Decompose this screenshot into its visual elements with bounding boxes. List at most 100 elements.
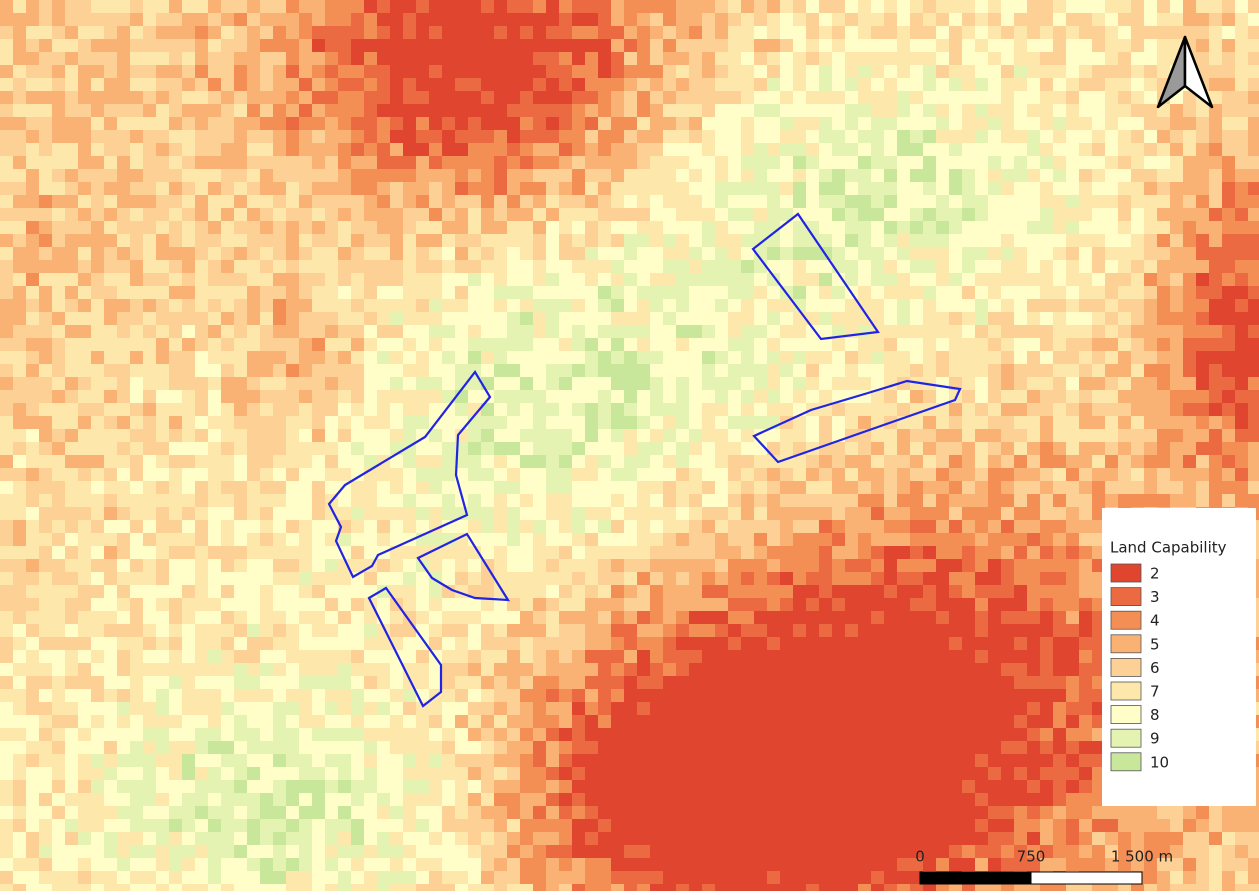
raster-cell (364, 442, 377, 455)
raster-cell (806, 299, 819, 312)
raster-cell (637, 247, 650, 260)
raster-cell (234, 208, 247, 221)
raster-cell (884, 65, 897, 78)
raster-cell (546, 312, 559, 325)
raster-cell (689, 195, 702, 208)
raster-cell (793, 169, 806, 182)
raster-cell (143, 494, 156, 507)
raster-cell (169, 559, 182, 572)
raster-cell (1183, 299, 1196, 312)
raster-cell (364, 260, 377, 273)
raster-cell (390, 494, 403, 507)
raster-cell (975, 260, 988, 273)
raster-cell (702, 299, 715, 312)
raster-cell (962, 377, 975, 390)
raster-cell (845, 13, 858, 26)
raster-cell (299, 468, 312, 481)
raster-cell (377, 338, 390, 351)
raster-cell (702, 546, 715, 559)
raster-cell (403, 195, 416, 208)
raster-cell (364, 273, 377, 286)
raster-cell (494, 130, 507, 143)
raster-cell (832, 91, 845, 104)
raster-cell (780, 429, 793, 442)
raster-cell (312, 312, 325, 325)
raster-cell (26, 0, 39, 13)
raster-cell (546, 338, 559, 351)
raster-cell (611, 156, 624, 169)
raster-cell (910, 91, 923, 104)
raster-cell (351, 234, 364, 247)
raster-cell (403, 182, 416, 195)
raster-cell (1157, 299, 1170, 312)
raster-cell (689, 325, 702, 338)
raster-cell (91, 260, 104, 273)
raster-cell (897, 234, 910, 247)
raster-cell (1157, 390, 1170, 403)
raster-cell (234, 273, 247, 286)
raster-cell (793, 559, 806, 572)
raster-cell (208, 455, 221, 468)
raster-cell (1235, 247, 1248, 260)
raster-cell (1079, 442, 1092, 455)
raster-cell (975, 429, 988, 442)
raster-cell (845, 494, 858, 507)
raster-cell (247, 52, 260, 65)
raster-cell (520, 520, 533, 533)
raster-cell (143, 39, 156, 52)
raster-cell (299, 39, 312, 52)
raster-cell (767, 429, 780, 442)
raster-cell (1079, 455, 1092, 468)
raster-cell (169, 650, 182, 663)
raster-cell (494, 0, 507, 13)
raster-cell (611, 390, 624, 403)
raster-cell (1014, 494, 1027, 507)
raster-cell (1014, 130, 1027, 143)
raster-cell (962, 520, 975, 533)
raster-cell (1092, 325, 1105, 338)
raster-cell (728, 611, 741, 624)
raster-cell (936, 351, 949, 364)
raster-cell (598, 494, 611, 507)
raster-cell (637, 169, 650, 182)
raster-cell (975, 364, 988, 377)
raster-cell (1170, 351, 1183, 364)
raster-cell (1157, 156, 1170, 169)
raster-cell (273, 208, 286, 221)
raster-cell (1001, 195, 1014, 208)
raster-cell (1014, 312, 1027, 325)
raster-cell (585, 182, 598, 195)
raster-cell (871, 78, 884, 91)
raster-cell (390, 299, 403, 312)
raster-cell (208, 546, 221, 559)
raster-cell (819, 39, 832, 52)
raster-cell (52, 611, 65, 624)
raster-cell (975, 273, 988, 286)
raster-cell (962, 650, 975, 663)
raster-cell (845, 611, 858, 624)
raster-cell (169, 143, 182, 156)
raster-cell (1092, 403, 1105, 416)
raster-cell (715, 208, 728, 221)
raster-cell (299, 351, 312, 364)
raster-cell (247, 299, 260, 312)
raster-cell (858, 325, 871, 338)
raster-cell (1027, 611, 1040, 624)
raster-cell (637, 520, 650, 533)
raster-cell (715, 585, 728, 598)
raster-cell (689, 377, 702, 390)
raster-cell (130, 104, 143, 117)
raster-cell (429, 208, 442, 221)
raster-cell (1079, 169, 1092, 182)
raster-cell (871, 572, 884, 585)
raster-cell (1170, 117, 1183, 130)
raster-cell (143, 403, 156, 416)
raster-cell (520, 104, 533, 117)
raster-cell (78, 247, 91, 260)
raster-cell (858, 143, 871, 156)
raster-cell (1027, 572, 1040, 585)
raster-cell (481, 182, 494, 195)
raster-cell (455, 312, 468, 325)
raster-cell (507, 260, 520, 273)
raster-cell (195, 78, 208, 91)
